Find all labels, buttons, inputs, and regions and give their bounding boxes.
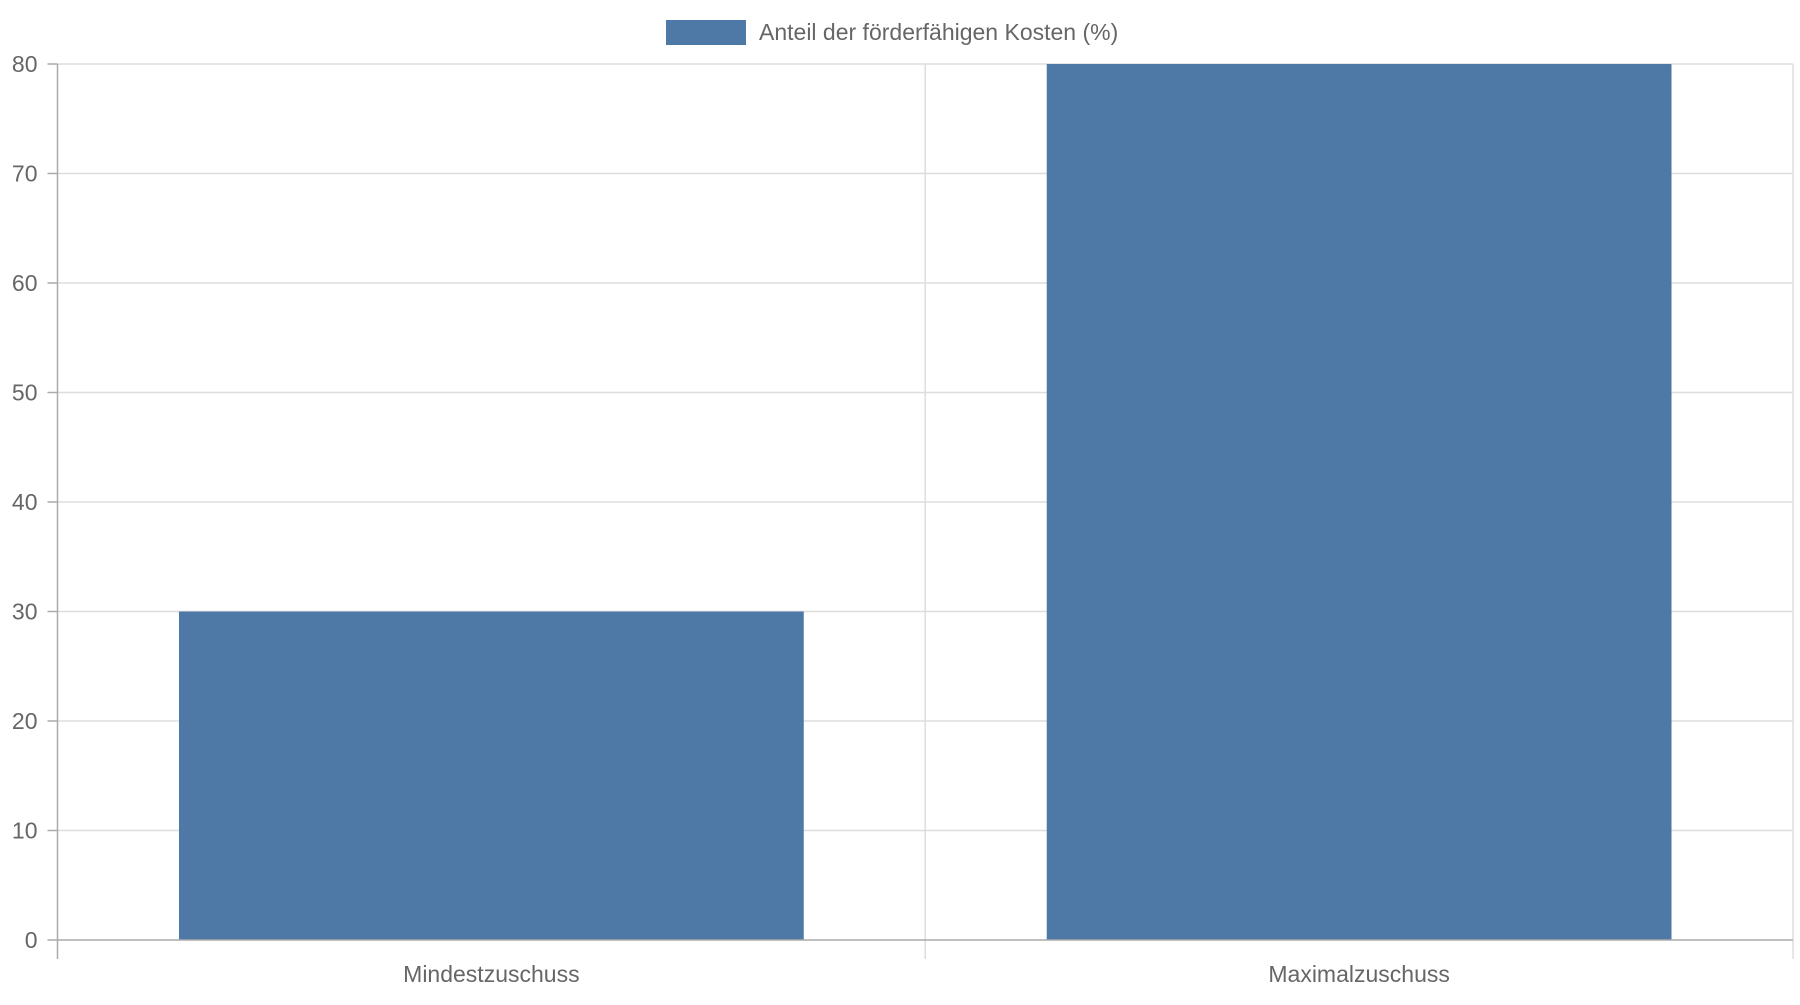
bar-maximalzuschuss[interactable] [1046,64,1672,940]
legend[interactable]: Anteil der förderfähigen Kosten (%) [666,19,1118,45]
y-tick-label: 80 [12,51,38,77]
legend-swatch[interactable] [666,20,746,45]
y-tick-label: 30 [12,599,38,625]
x-tick-label: Mindestzuschuss [403,961,579,987]
legend-label[interactable]: Anteil der förderfähigen Kosten (%) [759,19,1118,45]
y-tick-label: 60 [12,270,38,296]
y-tick-label: 10 [12,818,38,844]
y-tick-label: 40 [12,489,38,515]
y-tick-label: 50 [12,380,38,406]
x-tick-label: Maximalzuschuss [1268,961,1450,987]
tick-labels: 0 10 20 30 40 50 60 70 80 Mindestzuschuss Maximalz… [12,51,1450,987]
y-tick-label: 70 [12,161,38,187]
bar-mindestzuschuss[interactable] [178,611,804,941]
y-tick-label: 0 [25,927,38,953]
axes [47,63,1793,959]
bars [178,64,1672,941]
y-tick-label: 20 [12,708,38,734]
